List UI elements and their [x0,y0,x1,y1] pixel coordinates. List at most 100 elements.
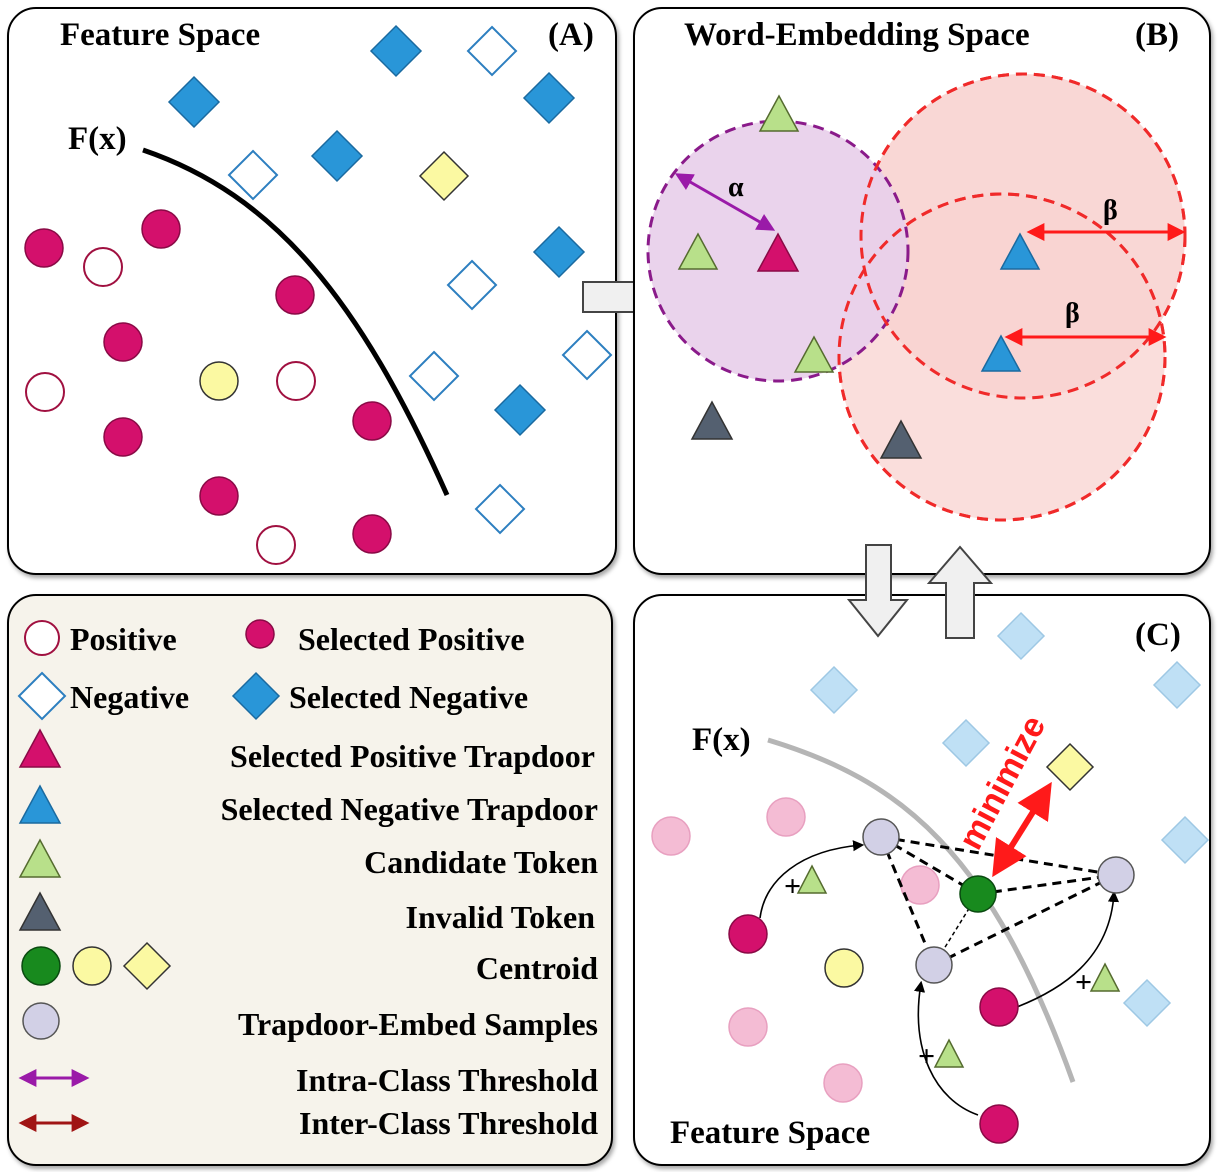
selected-positive-point [352,514,392,554]
centroid-link [933,873,1117,967]
beta-label: β [1103,195,1118,226]
legend-negative-trapdoor-swatch [18,784,62,824]
legend-invalid-label: Invalid Token [406,899,596,935]
positive-point [276,361,316,401]
selected-positive-point [728,914,768,954]
embed-arrow [914,980,979,1116]
trapdoor-embed-sample [862,818,900,856]
legend-intra-label: Intra-Class Threshold [296,1062,598,1098]
decision-boundary-faded [767,737,1076,1083]
centroid-link [977,873,1117,896]
legend-invalid-swatch [18,891,62,931]
selected-positive-trapdoor [756,232,800,272]
arrow-b-to-c [846,544,910,638]
inter-class-region-outline [837,192,1167,522]
centroid-link [880,835,1117,877]
legend-centroid-diamond-swatch [122,941,172,991]
panel-b-title: Word-Embedding Space [684,17,1030,53]
centroid-links [879,835,1117,967]
trapdoor-embed-sample [915,946,953,984]
centroid-green [959,875,997,913]
panel-b: Word-Embedding Space (B) α β β [633,7,1211,575]
selected-positive-point-faded [728,1007,768,1047]
selected-negative-point [522,71,576,125]
plus-sign: + [784,870,801,903]
selected-negative-point-faded [1122,978,1172,1028]
embed-arrow [759,840,865,919]
beta-label: β [1065,298,1080,329]
legend-candidate-label: Candidate Token [364,844,598,880]
selected-negative-point-faded [941,718,991,768]
selected-positive-point [979,1104,1019,1144]
legend: Positive Selected Positive Negative Sele… [7,594,613,1166]
selected-positive-point-faded [766,797,806,837]
selected-negative-point [167,75,221,129]
panel-b-tag: (B) [1135,17,1179,53]
candidate-token [758,94,800,132]
negative-point [474,483,526,535]
negative-point [466,25,518,77]
candidate-token [1089,962,1121,992]
legend-embed-sample-swatch [22,1002,60,1040]
invalid-token [690,400,734,440]
selected-positive-point [141,209,181,249]
trapdoor-embed-sample [1097,856,1135,894]
legend-selected-negative-label: Selected Negative [289,679,528,715]
selected-negative-point [310,129,364,183]
selected-negative-points [167,24,586,437]
legend-embed-sample-label: Trapdoor-Embed Samples [238,1006,598,1042]
negative-points [227,25,613,535]
selected-negative-point-faded [996,611,1046,661]
selected-positive-point [103,322,143,362]
panel-a: Feature Space (A) F(x) [7,7,617,575]
selected-negative-point-faded [809,665,859,715]
legend-centroid-green-swatch [21,946,61,986]
legend-negative-trapdoor-label: Selected Negative Trapdoor [221,791,598,827]
faded-negative-points [809,611,1210,1028]
selected-negative-point [493,383,547,437]
decision-boundary [142,147,450,497]
negative-point [408,350,460,402]
centroid-link [880,835,979,896]
panel-a-title: Feature Space [60,17,260,53]
legend-centroid-yellow-swatch [72,946,112,986]
candidate-token [796,864,828,894]
selected-positive-points-c [728,914,1019,1144]
selected-negative-point-faded [1152,660,1202,710]
selected-negative-point-faded [1160,815,1210,865]
selected-negative-point [369,24,423,78]
panel-c: (C) F(x) [633,594,1211,1166]
trapdoor-embed-arrows [759,840,1120,1116]
legend-positive-label: Positive [70,621,177,657]
legend-negative-swatch [17,671,67,721]
selected-positive-point-faded [651,816,691,856]
negative-point [227,149,279,201]
intra-class-threshold-arrow [674,173,776,231]
candidate-token [677,232,719,270]
selected-negative-point [532,225,586,279]
embed-arrow [1016,890,1120,1008]
panel-c-curve-label: F(x) [692,722,751,758]
faded-positive-points [651,797,940,1103]
legend-positive-swatch [24,620,60,656]
centroid-yellow-circle [199,361,239,401]
selected-positive-point [24,228,64,268]
positive-point [83,247,123,287]
legend-selected-negative-swatch [231,671,281,721]
legend-selected-positive-swatch [245,619,275,649]
centroid-yellow-diamond [418,150,470,202]
panel-a-curve-label: F(x) [68,121,127,157]
selected-positive-point [352,401,392,441]
positive-point [25,372,65,412]
arrow-c-to-b [926,545,994,639]
panel-c-bottom-title: Feature Space [670,1115,870,1151]
selected-positive-point [199,476,239,516]
minimize-arrow [992,781,1052,878]
selected-positive-points [24,209,392,554]
panel-c-tag: (C) [1135,617,1181,653]
centroid-link [879,836,936,966]
centroid-yellow-diamond [1045,742,1095,792]
centroid-yellow-circle [824,948,864,988]
selected-positive-point [979,987,1019,1027]
selected-positive-point [275,275,315,315]
